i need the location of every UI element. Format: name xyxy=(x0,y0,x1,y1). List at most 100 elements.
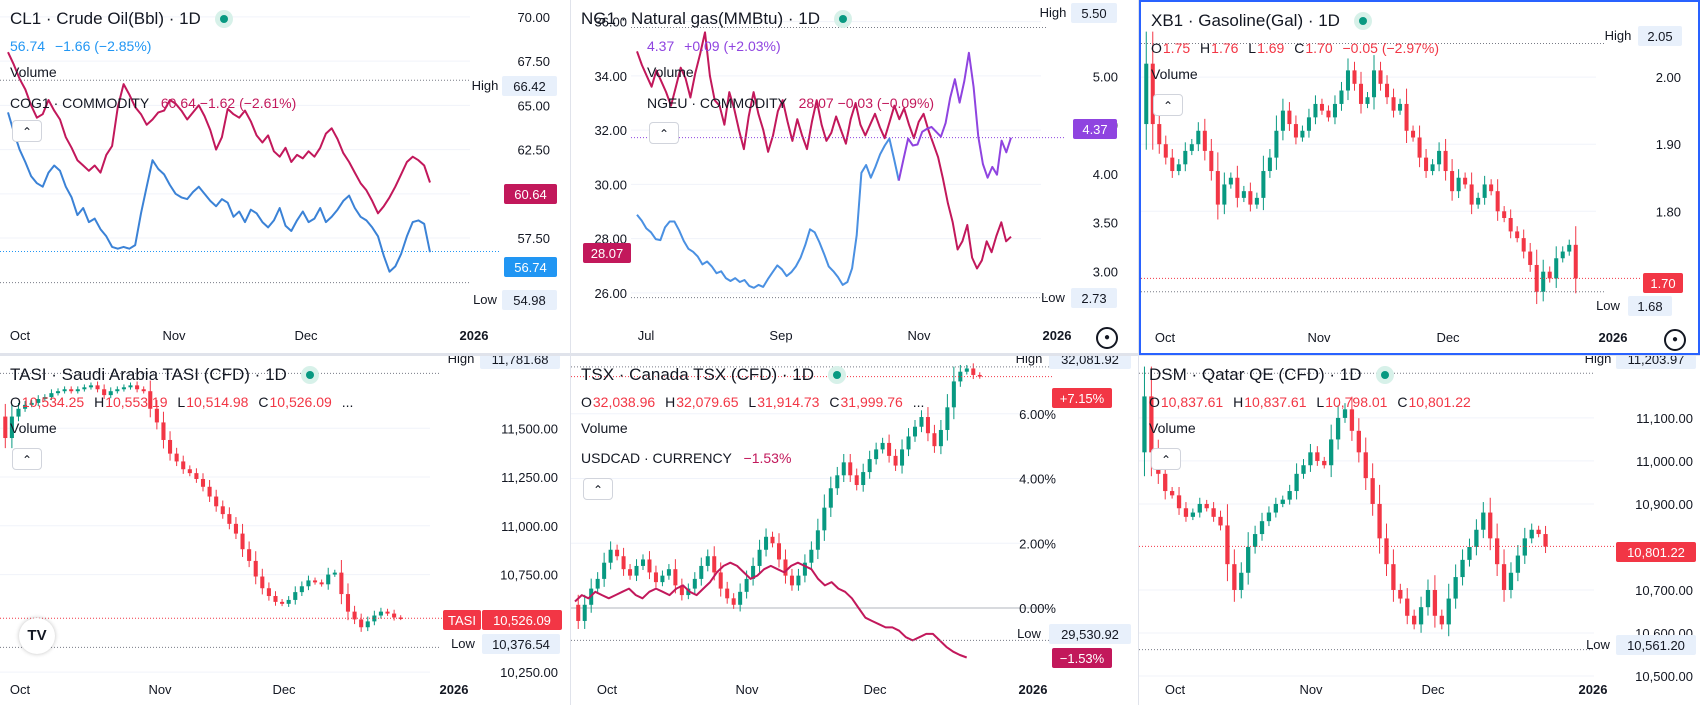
candle-body xyxy=(1267,157,1272,172)
candle-body xyxy=(621,556,626,570)
pane-tasi-saudi-arabia[interactable]: 11,500.00 11,250.00 11,000.00 10,750.00 10,2… xyxy=(0,356,570,705)
candle-body xyxy=(1418,607,1424,625)
x-tick-label: Nov xyxy=(1307,330,1331,345)
candle-body xyxy=(161,422,166,440)
compare-legend[interactable]: NGEU · COMMODITY 28.07 −0.03 (−0.09%) xyxy=(647,95,934,111)
ohlc-open-key: O xyxy=(10,394,21,410)
symbol-title[interactable]: DSM · Qatar QE (CFD) · 1D xyxy=(1149,365,1362,384)
candle-body xyxy=(319,582,324,585)
ohlc-ellipsis[interactable]: ... xyxy=(341,394,354,410)
pane-cl1-crude-oil[interactable]: 70.0067.5065.0062.5060.0057.50High66.42L… xyxy=(0,0,570,353)
candle-body xyxy=(108,391,113,396)
low-marker-text: Low xyxy=(1041,290,1065,305)
low-value: 1.68 xyxy=(1637,299,1662,314)
collapse-legend-button[interactable]: ⌃ xyxy=(1153,94,1183,116)
symbol-title[interactable]: TSX · Canada TSX (CFD) · 1D xyxy=(581,365,815,384)
ohlc-low-key: L xyxy=(177,394,186,410)
candle-body xyxy=(1248,191,1253,205)
x-tick-label: Nov xyxy=(735,682,759,697)
low-value: 54.98 xyxy=(513,293,546,308)
y-tick-label: 57.50 xyxy=(517,231,550,246)
candle-body xyxy=(802,562,807,576)
pane-header: XB1 · Gasoline(Gal) · 1D xyxy=(1151,11,1372,31)
low-value: 2.73 xyxy=(1081,291,1106,306)
symbol-title[interactable]: XB1 · Gasoline(Gal) · 1D xyxy=(1151,11,1340,30)
ohlc-high-key: H xyxy=(665,394,676,410)
candle-body xyxy=(29,402,34,405)
candle-body xyxy=(1144,63,1149,125)
candle-body xyxy=(1424,157,1429,172)
candle-body xyxy=(42,397,47,400)
xb1-candlestick-chart[interactable]: 2.00 1.90 1.80 High 2.05 Low 1.68 1.70 Oct Nov Dec… xyxy=(1141,2,1698,353)
dsm-candlestick-chart[interactable]: 11,100.0011,000.0010,900.0010,700.0010,6… xyxy=(1139,356,1700,705)
ohlc-ellipsis[interactable]: ... xyxy=(912,394,925,410)
pane-tsx-canada[interactable]: 6.00% 4.00% 2.00% 0.00% High 32,081.92 Low 29,5… xyxy=(571,356,1138,705)
candle-body xyxy=(1294,473,1299,492)
candle-body xyxy=(699,565,704,579)
candle-body xyxy=(1541,271,1546,292)
volume-label[interactable]: Volume xyxy=(1151,66,1198,82)
compare-legend[interactable]: USDCAD · CURRENCY −1.53% xyxy=(581,450,791,466)
x-tick-label: 2026 xyxy=(1579,682,1608,697)
tsx-candlestick-chart[interactable]: 6.00% 4.00% 2.00% 0.00% High 32,081.92 Low 29,5… xyxy=(571,356,1138,705)
candle-body xyxy=(187,469,192,474)
collapse-legend-button[interactable]: ⌃ xyxy=(12,448,42,470)
candle-body xyxy=(679,585,684,596)
candle-body xyxy=(815,530,820,550)
collapse-legend-button[interactable]: ⌃ xyxy=(12,120,42,142)
settings-gear-icon[interactable]: ● xyxy=(1096,327,1118,349)
candle-body xyxy=(1142,396,1147,453)
symbol-title[interactable]: NG1 · Natural gas(MMBtu) · 1D xyxy=(581,9,820,28)
low-marker-text: Low xyxy=(473,292,497,307)
candle-body xyxy=(1488,512,1493,539)
y-tick-label: 10,900.00 xyxy=(1635,497,1693,512)
candle-body xyxy=(1352,70,1357,84)
ohlc-high: 32,079.65 xyxy=(676,394,739,410)
candle-body xyxy=(115,389,120,392)
symbol-title[interactable]: CL1 · Crude Oil(Bbl) · 1D xyxy=(10,9,201,28)
candle-body xyxy=(1547,271,1552,279)
volume-label[interactable]: Volume xyxy=(647,64,694,80)
high-marker-text: High xyxy=(1040,5,1067,20)
candle-body xyxy=(673,569,678,586)
candle-body xyxy=(273,596,278,602)
candle-body xyxy=(240,533,245,550)
volume-label[interactable]: Volume xyxy=(581,420,628,436)
candle-body xyxy=(861,472,866,486)
collapse-legend-button[interactable]: ⌃ xyxy=(649,122,679,144)
ng1-line-chart[interactable]: 36.0034.0032.0030.0028.0026.005.004.504.… xyxy=(571,0,1138,353)
collapse-legend-button[interactable]: ⌃ xyxy=(1151,448,1181,470)
collapse-legend-button[interactable]: ⌃ xyxy=(583,478,613,500)
high-value: 11,781.68 xyxy=(492,356,549,367)
candle-body xyxy=(385,611,390,614)
ohlc-open-key: O xyxy=(1149,394,1160,410)
last-label-ng1: 4.37 xyxy=(1082,122,1107,137)
pane-ng1-natural-gas[interactable]: 36.0034.0032.0030.0028.0026.005.004.504.… xyxy=(571,0,1138,353)
candle-body xyxy=(1169,491,1175,496)
tradingview-logo-icon[interactable]: TV xyxy=(19,618,55,654)
x-tick-label: Dec xyxy=(294,328,318,343)
last-label-tag-bg xyxy=(443,610,481,630)
volume-label[interactable]: Volume xyxy=(1149,420,1196,436)
candle-body xyxy=(1259,521,1265,535)
cl1-line-chart[interactable]: 70.0067.5065.0062.5060.0057.50High66.42L… xyxy=(0,0,570,353)
settings-gear-icon[interactable]: ● xyxy=(1664,329,1686,351)
candle-body xyxy=(372,615,377,622)
pane-xb1-gasoline[interactable]: 2.00 1.90 1.80 High 2.05 Low 1.68 1.70 Oct Nov Dec… xyxy=(1139,0,1700,355)
compare-legend[interactable]: COG1 · COMMODITY 60.64 −1.62 (−2.61%) xyxy=(10,95,296,111)
candle-body xyxy=(692,578,697,589)
x-tick-label: 2026 xyxy=(460,328,489,343)
volume-label[interactable]: Volume xyxy=(10,64,57,80)
y-tick-label: 0.00% xyxy=(1019,601,1056,616)
ohlc-low-key: L xyxy=(748,394,757,410)
pane-dsm-qatar[interactable]: 11,100.00 11,000.00 10,900.00 10,700.00 10,6… xyxy=(1139,356,1700,705)
high-marker-text: High xyxy=(1605,28,1632,43)
candle-body xyxy=(1446,598,1451,625)
candle-body xyxy=(1495,191,1500,212)
last-label-cog1: 60.64 xyxy=(514,187,547,202)
tasi-candlestick-chart[interactable]: 11,500.00 11,250.00 11,000.00 10,750.00 10,2… xyxy=(0,356,570,705)
symbol-title[interactable]: TASI · Saudi Arabia TASI (CFD) · 1D xyxy=(10,365,287,384)
volume-label[interactable]: Volume xyxy=(10,420,57,436)
x-tick-label: Oct xyxy=(597,682,618,697)
y-tick-label: 62.50 xyxy=(517,143,550,158)
